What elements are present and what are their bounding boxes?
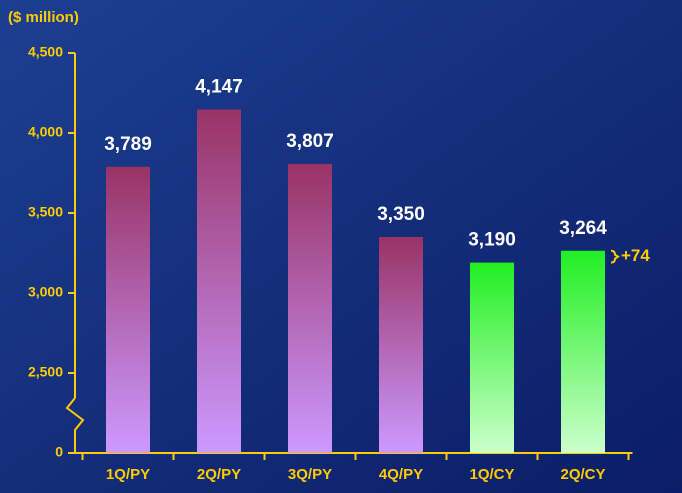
value-label: 3,264 (559, 218, 607, 239)
y-tick-label: 4,000 (28, 124, 63, 140)
y-tick-label: 3,000 (28, 284, 63, 300)
y-tick-label: 3,500 (28, 204, 63, 220)
x-tick-label: 4Q/PY (379, 466, 423, 483)
bar (288, 163, 332, 453)
bar (379, 237, 423, 453)
annotation: +74 (621, 246, 650, 265)
brace (610, 249, 620, 264)
y-tick-label: 2,500 (28, 364, 63, 380)
y-tick-label: 0 (55, 444, 63, 460)
y-tick-label: 4,500 (28, 44, 63, 60)
bar (561, 250, 605, 453)
value-label: 3,789 (104, 134, 152, 155)
value-label: 4,147 (195, 76, 243, 97)
x-tick-label: 1Q/CY (469, 466, 514, 483)
bar (470, 262, 514, 453)
value-label: 3,807 (286, 131, 334, 152)
axis-break (65, 397, 85, 453)
x-tick-label: 1Q/PY (106, 466, 150, 483)
value-label: 3,190 (468, 230, 516, 251)
value-label: 3,350 (377, 204, 425, 225)
bar (106, 166, 150, 453)
x-tick-label: 2Q/PY (197, 466, 241, 483)
bar (197, 109, 241, 453)
x-tick-label: 3Q/PY (288, 466, 332, 483)
chart-title: ($ million) (8, 9, 79, 26)
x-tick-label: 2Q/CY (560, 466, 605, 483)
